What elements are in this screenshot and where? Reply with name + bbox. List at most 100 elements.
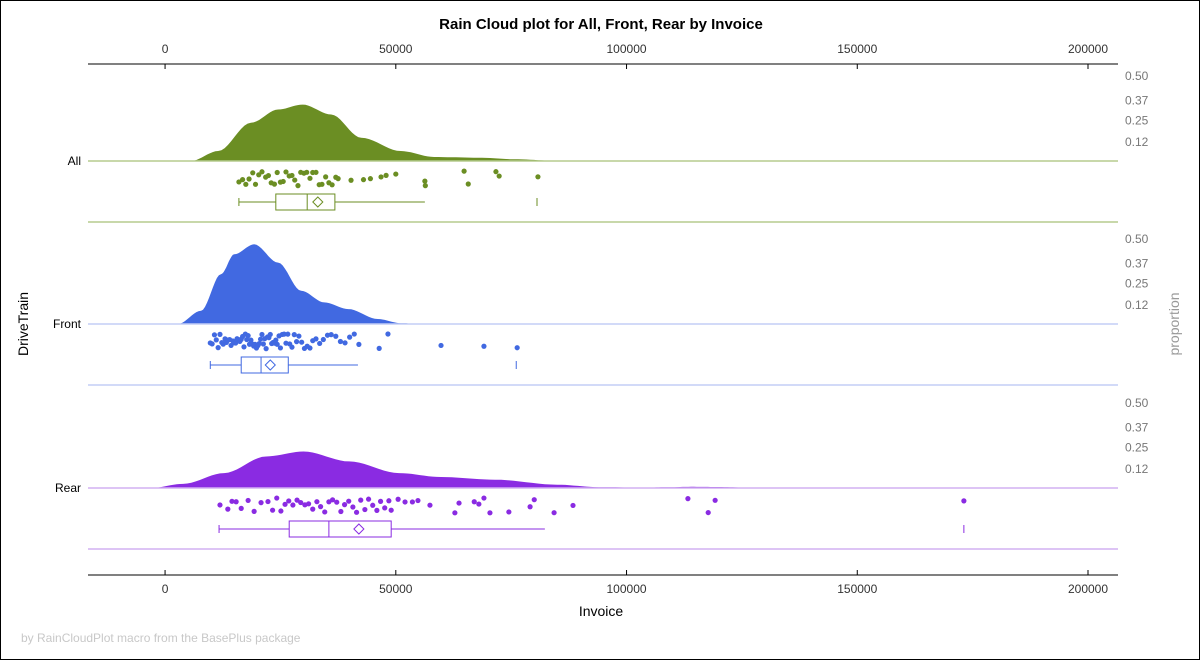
- data-point: [293, 339, 300, 345]
- data-point: [314, 499, 320, 505]
- data-point: [285, 331, 291, 337]
- group-rear: 0.50 0.37 0.25 0.12 Rear: [55, 396, 1149, 550]
- data-point: [274, 341, 280, 347]
- data-point: [335, 176, 341, 182]
- density-tick-label: 0.12: [1125, 298, 1149, 312]
- data-point: [289, 172, 295, 179]
- data-point: [258, 500, 264, 506]
- data-point: [456, 500, 462, 506]
- density-cloud: [190, 104, 559, 161]
- density-tick-label: 0.25: [1125, 114, 1149, 128]
- data-point: [333, 333, 339, 339]
- data-point: [388, 507, 394, 513]
- data-point: [471, 499, 477, 505]
- data-point: [291, 332, 297, 338]
- data-point: [329, 497, 336, 503]
- data-point: [304, 169, 310, 175]
- data-point: [376, 345, 382, 351]
- data-point: [281, 331, 287, 337]
- data-point: [313, 169, 319, 175]
- data-point: [225, 506, 231, 512]
- data-point: [353, 509, 360, 515]
- data-point: [257, 336, 264, 342]
- data-point: [712, 497, 718, 503]
- data-point: [252, 181, 259, 187]
- data-point: [358, 497, 364, 503]
- data-point: [269, 507, 276, 513]
- bottom-x-tick-label: 200000: [1068, 582, 1108, 596]
- bottom-x-tick-label: 150000: [837, 582, 877, 596]
- data-point: [370, 502, 376, 508]
- data-point: [305, 501, 312, 507]
- data-point: [377, 498, 384, 504]
- data-point: [233, 499, 239, 505]
- data-point: [383, 172, 389, 178]
- data-point: [299, 339, 305, 345]
- data-point: [213, 337, 219, 343]
- group-front: 0.50 0.37 0.25 0.12 Front: [53, 232, 1149, 386]
- data-point: [367, 176, 374, 182]
- data-point: [323, 174, 329, 180]
- data-point: [527, 504, 533, 510]
- group-all: 0.50 0.37 0.25 0.12 All: [68, 69, 1149, 223]
- data-point: [271, 181, 278, 187]
- data-point: [342, 340, 348, 346]
- group-label: Rear: [55, 481, 81, 495]
- data-point: [245, 333, 251, 339]
- data-point: [409, 499, 416, 505]
- data-point: [422, 178, 428, 184]
- data-point: [217, 502, 223, 508]
- data-point: [265, 172, 272, 179]
- density-tick-label: 0.50: [1125, 396, 1149, 410]
- density-tick-label: 0.12: [1125, 135, 1149, 149]
- data-point: [481, 343, 487, 349]
- data-point: [961, 498, 967, 504]
- mean-marker: [353, 523, 365, 535]
- data-point: [295, 183, 301, 189]
- data-point: [347, 334, 353, 340]
- data-point: [461, 168, 467, 174]
- data-point: [402, 499, 408, 505]
- data-point: [338, 508, 344, 515]
- density-tick-label: 0.50: [1125, 69, 1149, 83]
- data-point: [570, 502, 576, 509]
- bottom-x-tick-label: 50000: [379, 582, 413, 596]
- mean-marker: [312, 196, 324, 208]
- data-point: [274, 169, 280, 176]
- data-point: [283, 169, 289, 175]
- data-point: [438, 342, 444, 349]
- data-point: [365, 496, 372, 502]
- data-point: [274, 495, 280, 501]
- x-axis-label: Invoice: [579, 603, 624, 619]
- data-point: [263, 346, 269, 352]
- data-point: [705, 509, 711, 516]
- chart-title: Rain Cloud plot for All, Front, Rear by …: [439, 16, 763, 33]
- data-point: [280, 178, 286, 185]
- data-point: [395, 496, 401, 502]
- density-cloud: [151, 451, 775, 488]
- data-point: [267, 331, 273, 338]
- data-point: [298, 499, 304, 506]
- data-point: [360, 177, 367, 183]
- data-point: [393, 171, 399, 177]
- data-point: [215, 345, 221, 351]
- data-point: [296, 333, 302, 339]
- data-point: [422, 183, 428, 189]
- data-point: [328, 332, 334, 338]
- data-point: [246, 176, 252, 182]
- data-point: [685, 496, 691, 502]
- density-tick-label: 0.25: [1125, 277, 1149, 291]
- data-point: [362, 506, 368, 513]
- data-point: [427, 502, 433, 508]
- top-x-tick-label: 0: [162, 42, 169, 56]
- data-point: [481, 495, 487, 501]
- data-point: [250, 170, 256, 176]
- data-point: [320, 336, 326, 343]
- data-point: [251, 508, 257, 514]
- iqr-box: [275, 193, 336, 211]
- top-x-tick-label: 50000: [379, 42, 413, 56]
- data-point: [209, 341, 215, 347]
- data-point: [282, 501, 288, 507]
- data-point: [374, 507, 380, 513]
